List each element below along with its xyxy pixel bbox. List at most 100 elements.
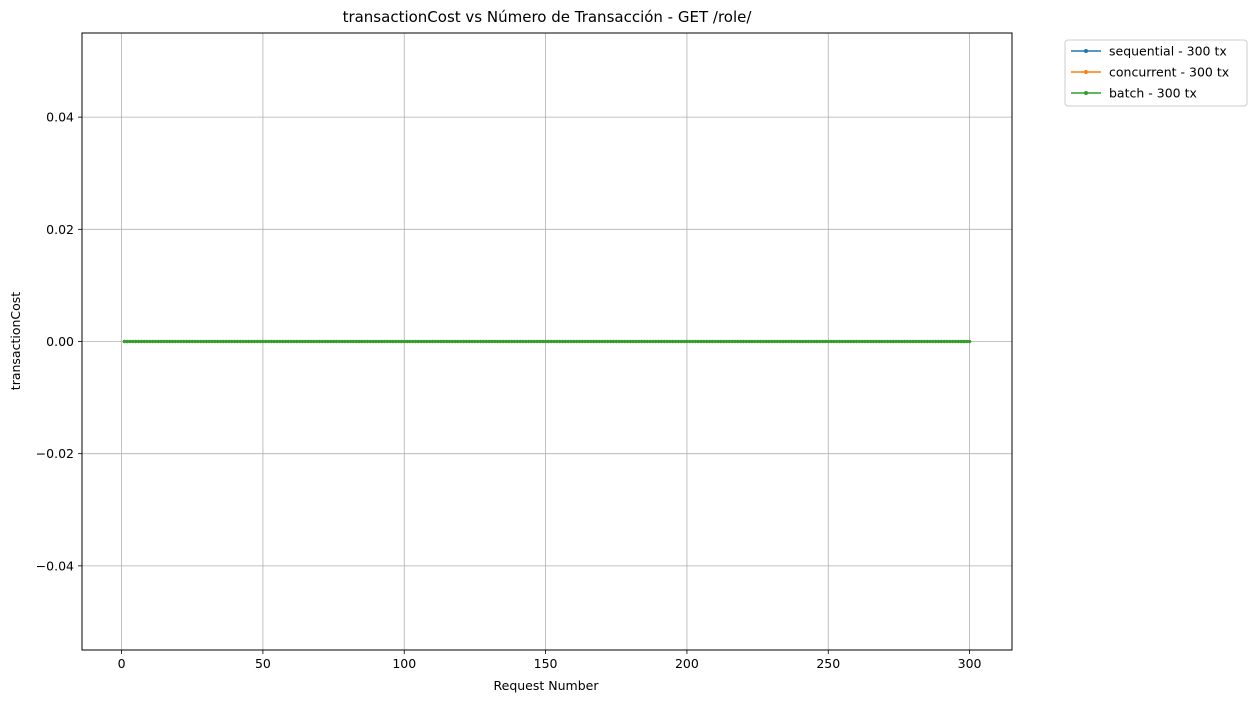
data-point [535, 339, 539, 344]
data-point [326, 339, 330, 344]
data-point [818, 339, 822, 344]
data-point [962, 339, 966, 344]
y-tick-label: −0.02 [36, 446, 74, 461]
data-point [902, 339, 907, 344]
data-point [162, 339, 166, 344]
data-point [967, 339, 972, 344]
data-point [334, 339, 339, 344]
data-point [193, 339, 197, 344]
x-tick-label: 200 [675, 656, 699, 671]
data-point [744, 339, 748, 344]
y-axis: −0.04 −0.02 0.00 0.02 0.04 [36, 110, 82, 573]
data-point [789, 339, 794, 344]
data-point [467, 339, 471, 344]
x-tick-label: 300 [958, 656, 982, 671]
data-point [662, 339, 666, 344]
data-point [309, 339, 313, 344]
data-point [597, 339, 601, 344]
data-point [292, 339, 296, 344]
data-point [919, 339, 924, 344]
data-point [538, 339, 542, 344]
data-point [566, 339, 570, 344]
data-point [340, 339, 344, 344]
data-point [487, 339, 491, 344]
data-point [682, 339, 686, 344]
data-point [142, 339, 146, 344]
data-point [512, 339, 517, 344]
data-point [241, 339, 245, 344]
data-point [558, 339, 562, 344]
data-point [606, 339, 610, 344]
data-point [425, 339, 429, 344]
data-point [755, 339, 760, 344]
data-point [617, 339, 621, 344]
data-point [560, 339, 565, 344]
data-point [676, 339, 681, 344]
data-point [583, 339, 587, 344]
data-point [722, 339, 726, 344]
data-point [880, 339, 884, 344]
data-point [380, 339, 384, 344]
data-point [569, 339, 573, 344]
data-point [747, 339, 751, 344]
data-point [541, 339, 545, 344]
data-point [600, 339, 604, 344]
data-point [371, 339, 375, 344]
data-point [221, 339, 225, 344]
data-point [529, 339, 534, 344]
data-point [637, 339, 641, 344]
data-point [911, 339, 915, 344]
y-tick-label: 0.00 [46, 334, 74, 349]
data-point [965, 339, 969, 344]
data-point [801, 339, 805, 344]
data-point [623, 339, 627, 344]
data-point [207, 339, 211, 344]
data-point [363, 339, 367, 344]
data-point [611, 339, 616, 344]
data-point [806, 339, 811, 344]
data-point [815, 339, 819, 344]
series-layer [122, 339, 972, 344]
data-point [679, 339, 683, 344]
data-point [546, 339, 551, 344]
data-point [543, 339, 548, 344]
data-point [504, 339, 508, 344]
data-point [230, 339, 234, 344]
data-point [640, 339, 644, 344]
legend-marker [1084, 91, 1088, 95]
data-point [648, 339, 652, 344]
data-point [589, 339, 593, 344]
data-point [515, 339, 519, 344]
data-point [450, 339, 454, 344]
data-point [490, 339, 494, 344]
data-point [173, 339, 177, 344]
data-point [179, 339, 183, 344]
data-point [812, 339, 816, 344]
data-point [323, 339, 327, 344]
data-point [436, 339, 440, 344]
data-point [235, 339, 240, 344]
data-point [821, 339, 825, 344]
data-point [934, 339, 938, 344]
x-tick-label: 100 [392, 656, 416, 671]
data-point [860, 339, 864, 344]
data-point [592, 339, 596, 344]
data-point [507, 339, 511, 344]
data-point [286, 339, 290, 344]
data-point [527, 339, 531, 344]
data-point [727, 339, 731, 344]
data-point [473, 339, 477, 344]
data-point [736, 339, 740, 344]
data-point [201, 339, 206, 344]
data-point [388, 339, 392, 344]
data-point [685, 339, 689, 344]
data-point [674, 339, 678, 344]
data-point [148, 339, 152, 344]
data-point [501, 339, 505, 344]
data-point [668, 339, 672, 344]
data-point [775, 339, 779, 344]
data-point [187, 339, 192, 344]
data-point [693, 339, 698, 344]
data-point [255, 339, 259, 344]
data-point [218, 339, 223, 344]
